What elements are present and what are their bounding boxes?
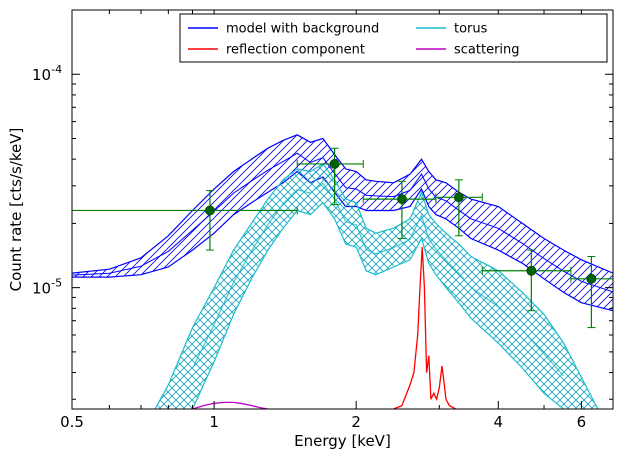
- data-point: [72, 190, 298, 251]
- data-marker: [586, 273, 597, 284]
- plot-frame: [71, 9, 614, 410]
- x-tick-label: 4: [494, 413, 504, 431]
- data-point: [296, 147, 364, 206]
- legend-item-model: model with background: [188, 22, 379, 37]
- legend-item-scattering: scattering: [416, 43, 520, 58]
- x-tick-label: 1: [209, 413, 219, 431]
- model-lower-line: [72, 170, 613, 312]
- scattering-line: [192, 401, 269, 409]
- model-mid-line: [72, 152, 613, 293]
- x-axis-label: Energy [keV]: [294, 432, 391, 450]
- y-axis-label: Count rate [cts/s/keV]: [7, 128, 25, 292]
- model-band: [72, 134, 613, 312]
- torus-upper-line: [154, 163, 599, 409]
- data-point: [362, 180, 437, 239]
- x-tick-label: 2: [351, 413, 361, 431]
- torus-band: [154, 163, 599, 409]
- legend-label: torus: [454, 22, 488, 37]
- data-point: [435, 179, 483, 237]
- data-point: [570, 255, 613, 329]
- axes: 0.5 1 2 4 6 10-5 10-4: [32, 9, 614, 431]
- reflection-line: [393, 246, 457, 409]
- torus-mid-line: [192, 182, 564, 377]
- data-marker: [205, 205, 215, 216]
- data-marker: [453, 192, 464, 203]
- legend-label: model with background: [226, 22, 379, 37]
- data-marker: [526, 265, 537, 276]
- model-upper-line: [72, 134, 613, 274]
- legend-label: reflection component: [226, 43, 365, 58]
- torus-lower-line: [191, 201, 564, 409]
- y-tick-label: 10-4: [32, 63, 62, 84]
- y-tick-label: 10-5: [32, 277, 62, 298]
- data-marker: [397, 194, 407, 204]
- legend-item-reflection: reflection component: [188, 43, 365, 58]
- torus-hatch: [155, 163, 598, 409]
- data-marker: [329, 159, 340, 169]
- legend-item-torus: torus: [416, 22, 488, 37]
- model-hatch: [72, 134, 613, 311]
- x-tick-label: 6: [577, 413, 587, 431]
- data-point: [481, 249, 572, 312]
- legend-label: scattering: [454, 43, 520, 58]
- legend: model with background torus reflection com…: [179, 13, 608, 63]
- legend-box: [179, 13, 608, 63]
- x-tick-label: 0.5: [60, 413, 84, 431]
- plot-area: [72, 134, 613, 409]
